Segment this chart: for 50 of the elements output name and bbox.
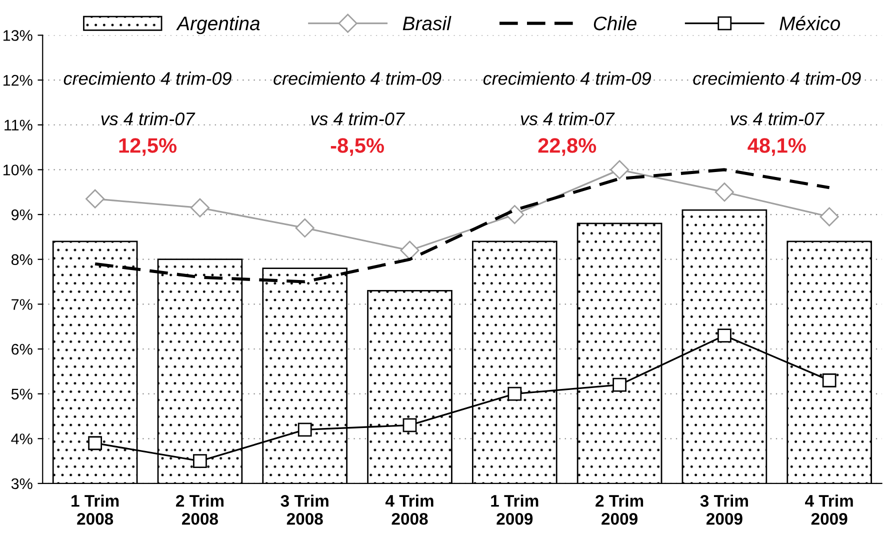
annotation: 12,5% bbox=[119, 138, 177, 156]
x-tick-label: 1 Trim 2008 bbox=[72, 494, 119, 525]
point bbox=[88, 436, 102, 450]
point bbox=[86, 189, 105, 208]
point bbox=[190, 198, 210, 218]
point bbox=[402, 418, 417, 432]
y-tick-label: 13% bbox=[3, 30, 32, 41]
point bbox=[610, 160, 630, 180]
y-tick-label: 6% bbox=[12, 344, 32, 355]
point bbox=[612, 378, 626, 392]
x-tick-label: 3 Trim 2009 bbox=[700, 494, 748, 525]
x-tick-label: 2 Trim 2009 bbox=[596, 494, 644, 525]
x-tick-label: 3 Trim 2008 bbox=[280, 494, 328, 525]
point bbox=[193, 454, 207, 468]
annotation: 48,1% bbox=[748, 138, 806, 156]
y-tick-label: 11% bbox=[4, 120, 32, 131]
y-tick-label: 5% bbox=[11, 388, 32, 400]
legend-label: Chile bbox=[594, 16, 636, 30]
point bbox=[400, 240, 420, 260]
x-tick-label: 1 Trim 2009 bbox=[491, 494, 538, 525]
annotation: -8,5% bbox=[330, 138, 384, 156]
annotation: crecimiento 4 trim-09 bbox=[693, 72, 861, 85]
x-tick-label: 4 Trim 2008 bbox=[385, 494, 434, 525]
annotation: 22,8% bbox=[538, 138, 596, 156]
annotation: vs 4 trim-07 bbox=[101, 112, 196, 126]
point bbox=[508, 386, 522, 401]
point bbox=[717, 328, 732, 342]
point bbox=[820, 207, 839, 226]
y-tick-label: 3% bbox=[11, 478, 32, 490]
y-tick-label: 8% bbox=[11, 254, 32, 266]
annotation: vs 4 trim-07 bbox=[730, 112, 825, 126]
y-tick-label: 7% bbox=[12, 299, 32, 310]
y-tick-label: 10% bbox=[3, 164, 32, 176]
point bbox=[714, 182, 734, 202]
legend-label: México bbox=[780, 16, 840, 30]
annotation: crecimiento 4 trim-09 bbox=[483, 72, 652, 85]
x-tick-label: 2 Trim 2008 bbox=[176, 494, 224, 525]
point bbox=[295, 218, 314, 238]
annotation: vs 4 trim-07 bbox=[520, 112, 615, 126]
x-tick-label: 4 Trim 2009 bbox=[805, 494, 853, 525]
annotation: crecimiento 4 trim-09 bbox=[274, 72, 442, 85]
legend-label: Brasil bbox=[402, 16, 452, 30]
point bbox=[298, 422, 312, 437]
y-tick-label: 9% bbox=[12, 209, 32, 220]
y-tick-label: 4% bbox=[11, 434, 32, 444]
point bbox=[822, 373, 836, 388]
annotation: crecimiento 4 trim-09 bbox=[64, 72, 232, 85]
legend-label: Argentina bbox=[176, 16, 260, 34]
y-tick-label: 12% bbox=[3, 74, 32, 86]
annotation: vs 4 trim-07 bbox=[311, 112, 406, 126]
